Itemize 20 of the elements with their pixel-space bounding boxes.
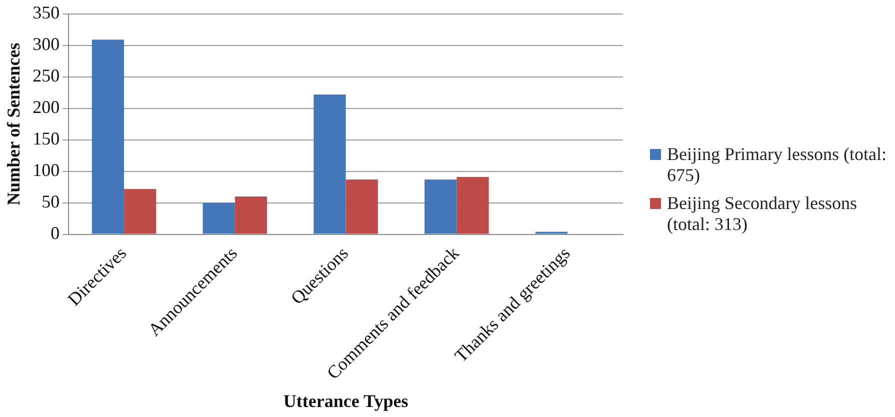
y-tick-label: 150 (32, 128, 60, 149)
y-tick-label: 100 (32, 160, 60, 180)
y-axis-title: Number of Sentences (3, 42, 24, 206)
legend-label: Beijing Secondary lessons (total: 313) (667, 193, 858, 235)
bar (92, 40, 124, 234)
y-tick-label: 250 (32, 66, 60, 86)
y-tick-label: 200 (32, 97, 60, 118)
y-tick-label: 300 (32, 34, 60, 54)
bar (314, 94, 346, 234)
bar (346, 179, 378, 234)
y-tick-label: 50 (42, 192, 60, 212)
x-axis-title: Utterance Types (283, 390, 408, 411)
bar (234, 196, 268, 234)
bar (202, 202, 235, 234)
legend-label: Beijing Primary lessons (total: 675) (667, 144, 888, 186)
bar (424, 179, 457, 234)
y-tick-label: 350 (32, 2, 60, 23)
y-tick-label: 0 (50, 223, 60, 244)
bar (124, 188, 156, 234)
bar (456, 176, 489, 234)
